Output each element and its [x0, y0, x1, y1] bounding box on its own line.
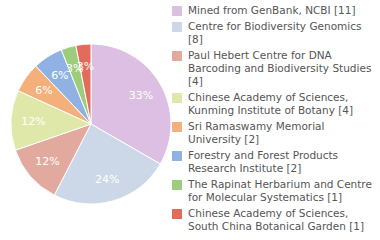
svg-text:3%: 3% — [77, 60, 94, 73]
svg-text:12%: 12% — [35, 155, 59, 168]
html-text:The Rapinat Herbarium and Cent: The Rapinat Herbarium and Centre for Mol… — [188, 178, 372, 203]
svg-text:33%: 33% — [129, 89, 153, 102]
svg-text:6%: 6% — [51, 69, 69, 82]
html-text:Chinese Academy of Sciences, S: Chinese Academy of Sciences, South China… — [188, 207, 365, 232]
svg-text:24%: 24% — [95, 173, 119, 186]
html-text:Mined from GenBank, NCBI [11]: Mined from GenBank, NCBI [11] — [188, 4, 356, 16]
html-text:Forestry and Forest Products R: Forestry and Forest Products Research In… — [188, 149, 339, 174]
svg-text:6%: 6% — [35, 84, 52, 97]
svg-text:3%: 3% — [66, 62, 84, 76]
svg-text:12%: 12% — [21, 115, 45, 128]
html-text:Chinese Academy of Sciences, K: Chinese Academy of Sciences, Kunming Ins… — [188, 91, 354, 116]
html-text:Sri Ramaswamy Memorial Univers: Sri Ramaswamy Memorial University [2] — [188, 120, 325, 145]
html-text:Centre for Biodiversity Genomi: Centre for Biodiversity Genomics [8] — [188, 20, 362, 45]
html-text:Paul Hebert Centre for DNA Bar: Paul Hebert Centre for DNA Barcoding and… — [188, 49, 372, 87]
